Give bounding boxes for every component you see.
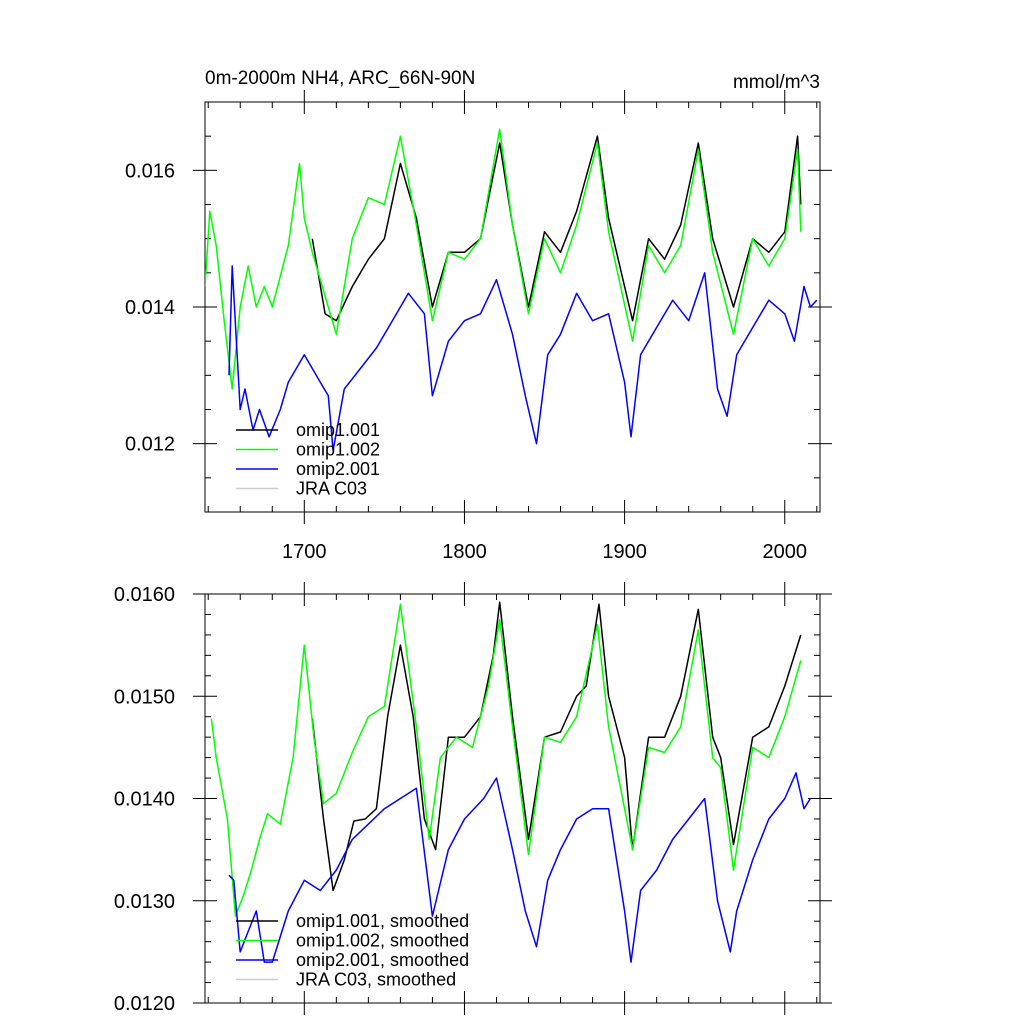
p1-legend-label: omip1.001, smoothed — [296, 911, 469, 931]
bottom-panel: 0.0120 0.0130 0.0140 0.0150 0.0160 omip1.001,… — [114, 582, 832, 1015]
p1-y-tick-label: 0.0140 — [114, 789, 175, 811]
p1-y-tick-label: 0.0120 — [114, 993, 175, 1015]
p0-legend-label: omip1.002 — [296, 440, 380, 460]
p0-series-group — [205, 128, 818, 452]
p0-x-tick-label: 2000 — [763, 541, 808, 563]
p1-y-tick-label: 0.0160 — [114, 584, 175, 606]
chart-title: 0m-2000m NH4, ARC_66N-90N — [205, 68, 475, 89]
p0-legend-label: JRA C03 — [296, 479, 367, 499]
p0-x-tick-label: 1700 — [282, 541, 327, 563]
p0-legend-label: omip2.001 — [296, 459, 380, 479]
p0-y-tick-label: 0.012 — [125, 434, 175, 456]
p0-legend-label: omip1.001 — [296, 420, 380, 440]
series-line-omip1-001-smoothed — [311, 601, 802, 892]
series-line-omip1-002 — [205, 128, 802, 390]
units-label: mmol/m^3 — [733, 72, 820, 93]
p1-y-tick-label: 0.0130 — [114, 891, 175, 913]
series-line-omip1-001 — [311, 135, 802, 322]
p0-y-tick-label: 0.014 — [125, 297, 175, 319]
p1-series-group — [210, 601, 812, 963]
series-line-omip2-001 — [228, 265, 818, 452]
p1-legend-label: JRA C03, smoothed — [296, 970, 456, 990]
p0-x-tick-label: 1800 — [442, 541, 487, 563]
p0-y-tick-label: 0.016 — [125, 160, 175, 182]
p1-legend-label: omip1.002, smoothed — [296, 931, 469, 951]
series-line-omip1-002-smoothed — [210, 603, 802, 917]
series-line-omip2-001-smoothed — [228, 772, 812, 963]
p1-legend-label: omip2.001, smoothed — [296, 950, 469, 970]
top-panel: 1700 1800 1900 2000 0.012 0.014 0.016 0m-2000m … — [125, 68, 832, 563]
p1-y-tick-label: 0.0150 — [114, 686, 175, 708]
p0-x-tick-label: 1900 — [602, 541, 647, 563]
